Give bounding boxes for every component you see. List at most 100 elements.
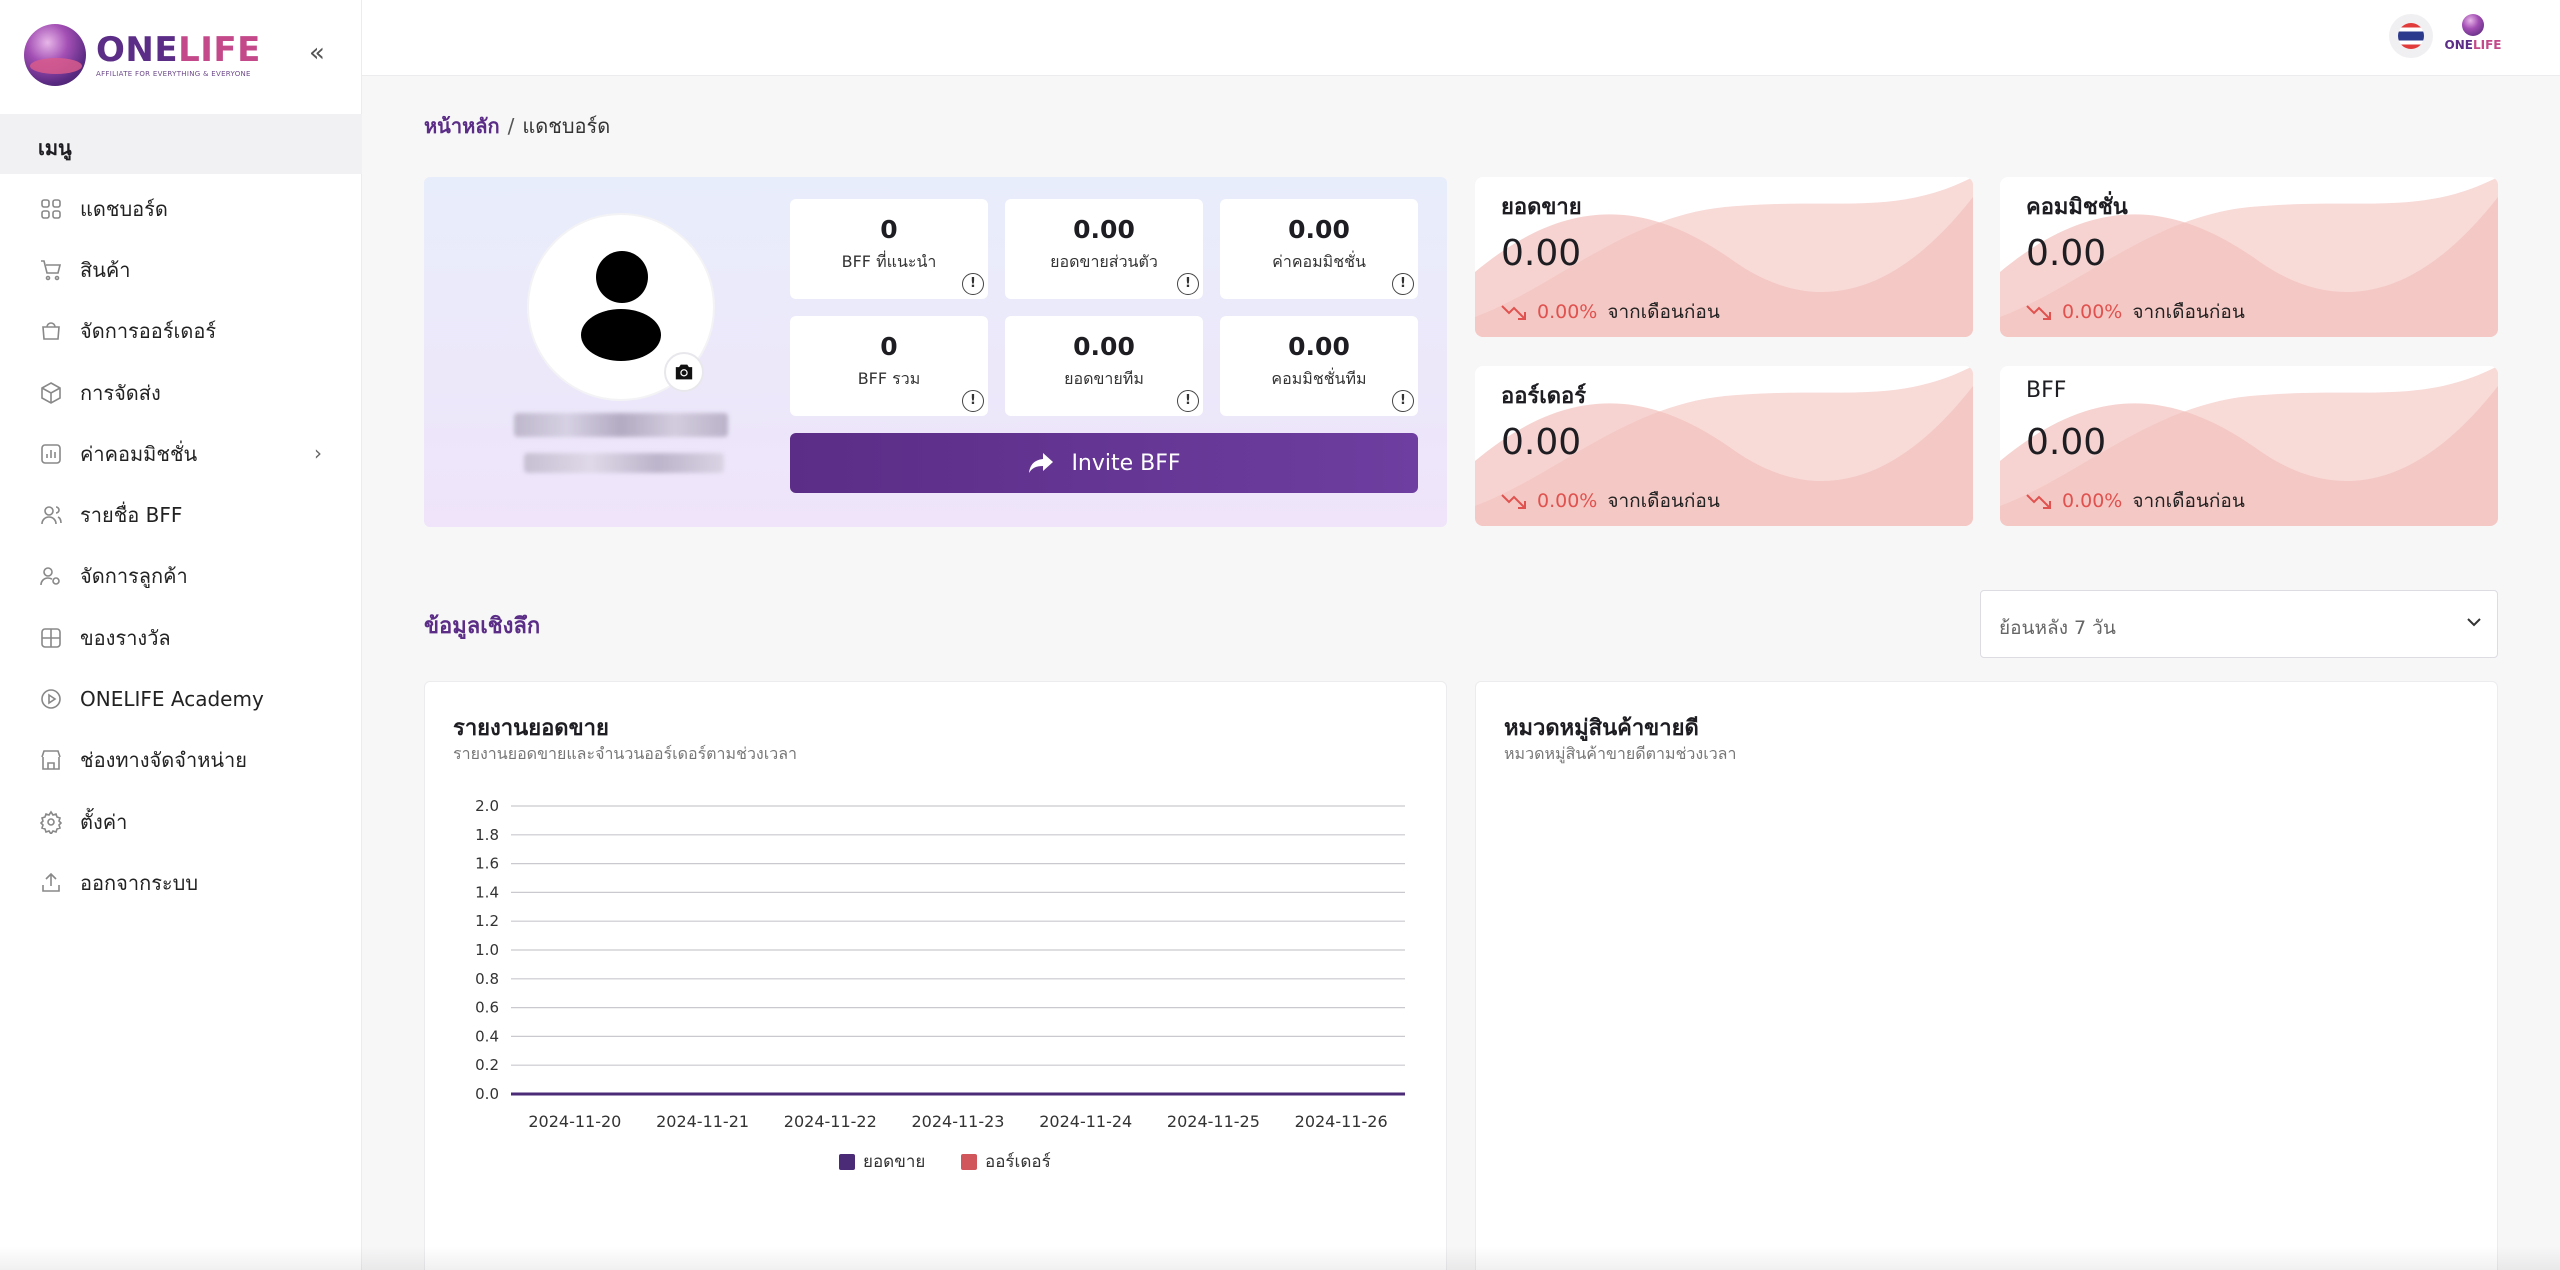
sidebar-item-academy[interactable]: ONELIFE Academy xyxy=(0,668,362,729)
kpi-value: 0.00 xyxy=(1501,233,1582,274)
logout-upload-icon xyxy=(38,870,64,896)
info-icon[interactable]: ! xyxy=(1392,273,1414,295)
breadcrumb-current: แดชบอร์ด xyxy=(522,114,611,138)
y-tick-label: 1.4 xyxy=(475,883,499,901)
trend-down-icon xyxy=(1501,305,1526,320)
sidebar-item-label: ออกจากระบบ xyxy=(80,870,199,895)
sidebar-item-bff-list[interactable]: รายชื่อ BFF xyxy=(0,484,362,545)
language-switcher[interactable] xyxy=(2389,14,2433,58)
wave-background xyxy=(2000,366,2498,526)
y-tick-label: 1.0 xyxy=(475,941,499,959)
stat-value: 0 xyxy=(880,332,898,361)
profile-menu[interactable]: ONELIFE xyxy=(2442,14,2504,60)
kpi-change: 0.00% xyxy=(1537,301,1598,323)
sidebar-item-logout[interactable]: ออกจากระบบ xyxy=(0,852,362,913)
y-tick-label: 0.2 xyxy=(475,1056,499,1074)
kpi-card-commission: คอมมิชชั่น 0.00 0.00% จากเดือนก่อน xyxy=(2000,177,2498,337)
customer-icon xyxy=(38,563,64,589)
kpi-card-sales: ยอดขาย 0.00 0.00% จากเดือนก่อน xyxy=(1475,177,1973,337)
sidebar-item-label: แดชบอร์ด xyxy=(80,196,168,221)
date-range-select[interactable]: ย้อนหลัง 7 วัน xyxy=(1980,590,2498,658)
sidebar-item-shipping[interactable]: การจัดส่ง xyxy=(0,362,362,423)
stat-value: 0.00 xyxy=(1073,332,1135,361)
sidebar-item-label: ช่องทางจัดจำหน่าย xyxy=(80,748,247,773)
x-tick-label: 2024-11-20 xyxy=(528,1112,621,1131)
kpi-title: ออร์เดอร์ xyxy=(1501,384,1587,409)
panel-subtitle: รายงานยอดขายและจำนวนออร์เดอร์ตามช่วงเวลา xyxy=(453,744,797,763)
sidebar-item-settings[interactable]: ตั้งค่า xyxy=(0,791,362,852)
y-tick-label: 1.6 xyxy=(475,855,499,873)
x-tick-label: 2024-11-21 xyxy=(656,1112,749,1131)
kpi-card-orders: ออร์เดอร์ 0.00 0.00% จากเดือนก่อน xyxy=(1475,366,1973,526)
stat-label: คอมมิชชั่นทีม xyxy=(1271,369,1367,388)
profile-name-redacted xyxy=(514,413,728,437)
wave-background xyxy=(2000,177,2498,337)
x-tick-label: 2024-11-25 xyxy=(1167,1112,1260,1131)
sidebar-item-channels[interactable]: ช่องทางจัดจำหน่าย xyxy=(0,730,362,791)
stat-total-bff: 0 BFF รวม ! xyxy=(790,316,988,416)
y-tick-label: 2.0 xyxy=(475,797,499,815)
kpi-card-bff: BFF 0.00 0.00% จากเดือนก่อน xyxy=(2000,366,2498,526)
thai-flag-icon xyxy=(2398,23,2424,49)
stat-label: BFF รวม xyxy=(857,369,921,388)
invite-bff-button[interactable]: Invite BFF xyxy=(790,433,1418,493)
sidebar-item-commission[interactable]: ค่าคอมมิชชั่น › xyxy=(0,423,362,484)
info-icon[interactable]: ! xyxy=(1177,390,1199,412)
brand-tagline: AFFILIATE FOR EVERYTHING & EVERYONE xyxy=(96,70,251,78)
y-tick-label: 0.6 xyxy=(475,999,499,1017)
panel-title: รายงานยอดขาย xyxy=(453,716,609,741)
info-icon[interactable]: ! xyxy=(1177,273,1199,295)
shopping-bag-icon xyxy=(38,318,64,344)
avatar-head xyxy=(596,251,648,303)
stat-team-commission: 0.00 คอมมิชชั่นทีม ! xyxy=(1220,316,1418,416)
stat-team-sales: 0.00 ยอดขายทีม ! xyxy=(1005,316,1203,416)
menu-header: เมนู xyxy=(0,114,362,174)
info-icon[interactable]: ! xyxy=(962,390,984,412)
gift-icon xyxy=(38,625,64,651)
collapse-sidebar-icon[interactable]: « xyxy=(309,38,325,68)
kpi-change: 0.00% xyxy=(2062,301,2123,323)
top-bar xyxy=(362,0,2560,76)
sidebar-item-orders[interactable]: จัดการออร์เดอร์ xyxy=(0,301,362,362)
sidebar-item-products[interactable]: สินค้า xyxy=(0,239,362,300)
menu-header-label: เมนู xyxy=(38,136,72,160)
stat-commission: 0.00 ค่าคอมมิชชั่น ! xyxy=(1220,199,1418,299)
stat-label: ยอดขายทีม xyxy=(1064,369,1144,388)
stat-value: 0 xyxy=(880,215,898,244)
bar-chart-icon xyxy=(38,441,64,467)
bottom-shadow xyxy=(0,1246,2560,1270)
package-box-icon xyxy=(38,380,64,406)
chevron-right-icon: › xyxy=(314,441,322,466)
sidebar-item-customers[interactable]: จัดการลูกค้า xyxy=(0,546,362,607)
mini-logo-secondary: LIFE xyxy=(2472,38,2502,52)
sidebar-item-rewards[interactable]: ของรางวัล xyxy=(0,607,362,668)
invite-bff-label: Invite BFF xyxy=(1071,450,1181,476)
kpi-trend: 0.00% จากเดือนก่อน xyxy=(2026,486,2245,516)
kpi-trend: 0.00% จากเดือนก่อน xyxy=(2026,297,2245,327)
info-icon[interactable]: ! xyxy=(962,273,984,295)
stat-value: 0.00 xyxy=(1288,332,1350,361)
sidebar-nav: แดชบอร์ด สินค้า จัดการออร์เดอร์ การจัดส่… xyxy=(0,178,362,914)
legend-label: ยอดขาย xyxy=(863,1152,925,1172)
breadcrumb-home[interactable]: หน้าหลัก xyxy=(424,114,500,138)
dashboard-grid-icon xyxy=(38,196,64,222)
info-icon[interactable]: ! xyxy=(1392,390,1414,412)
cart-icon xyxy=(38,257,64,283)
insight-title: ข้อมูลเชิงลึก xyxy=(424,614,541,639)
share-arrow-icon xyxy=(1029,453,1054,473)
panel-title: หมวดหมู่สินค้าขายดี xyxy=(1504,716,1699,741)
brand-logo[interactable]: ONELIFE AFFILIATE FOR EVERYTHING & EVERY… xyxy=(24,24,261,86)
change-photo-button[interactable] xyxy=(664,352,704,392)
stat-label: BFF ที่แนะนำ xyxy=(841,252,937,271)
sidebar-item-dashboard[interactable]: แดชบอร์ด xyxy=(0,178,362,239)
mini-logo-primary: ONE xyxy=(2444,38,2473,52)
avatar-body xyxy=(581,309,661,361)
kpi-from-label: จากเดือนก่อน xyxy=(2132,301,2245,323)
y-tick-label: 1.8 xyxy=(475,826,499,844)
kpi-title: คอมมิชชั่น xyxy=(2026,195,2128,220)
breadcrumb-separator: / xyxy=(507,114,515,138)
stat-value: 0.00 xyxy=(1288,215,1350,244)
sidebar-item-label: ตั้งค่า xyxy=(80,809,128,834)
kpi-value: 0.00 xyxy=(2026,233,2107,274)
kpi-from-label: จากเดือนก่อน xyxy=(1607,301,1720,323)
